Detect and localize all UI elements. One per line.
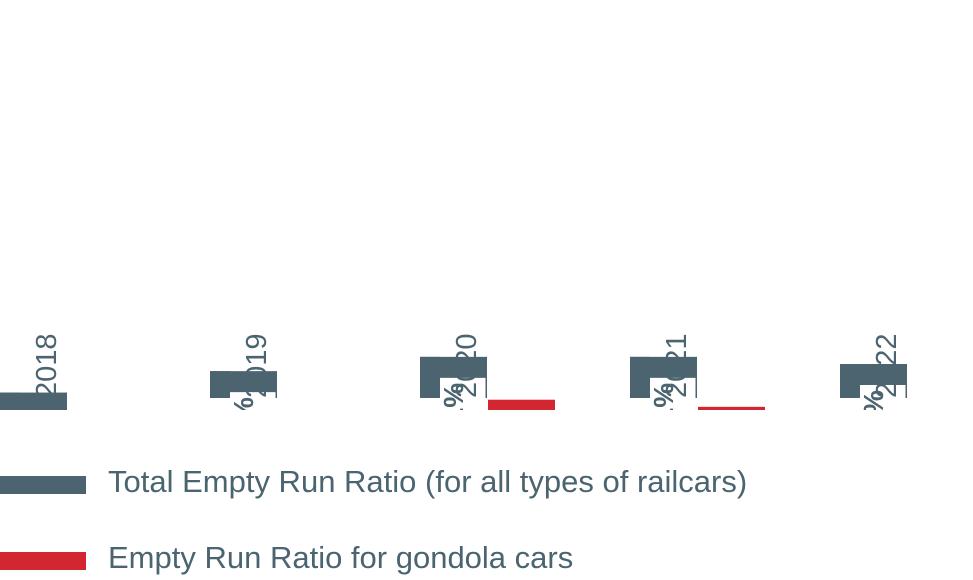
legend-item-gondola: Empty Run Ratio for gondola cars bbox=[0, 538, 900, 578]
category-label-2022: 2022 bbox=[871, 333, 903, 398]
legend-item-total: Total Empty Run Ratio (for all types of … bbox=[0, 462, 900, 502]
category-label-2019: 2019 bbox=[241, 333, 273, 398]
value-label-total-2020: 51% bbox=[438, 383, 469, 410]
legend-swatch-gondola bbox=[0, 552, 86, 570]
bar-total-2019 bbox=[210, 371, 277, 398]
category-label-2021: 2021 bbox=[661, 333, 693, 398]
bar-gondola-2021 bbox=[698, 406, 765, 410]
category-label-2018: 2018 bbox=[31, 333, 63, 398]
category-label-2020: 2020 bbox=[451, 333, 483, 398]
bar-total-2020 bbox=[420, 356, 487, 398]
value-label-total-2019: 49% bbox=[228, 397, 259, 410]
value-label-total-2022: 50% bbox=[858, 390, 889, 410]
value-label-total-2021: 51% bbox=[648, 383, 679, 410]
bar-chart: 46%38%201849%42%201951%45%202051%44%2021… bbox=[0, 333, 907, 410]
legend-swatch-total bbox=[0, 476, 86, 494]
bar-total-2018 bbox=[0, 392, 67, 410]
bar-gondola-2020 bbox=[488, 399, 555, 410]
bar-total-2021 bbox=[630, 356, 697, 398]
legend-label-total: Total Empty Run Ratio (for all types of … bbox=[108, 464, 748, 499]
bar-total-2022 bbox=[840, 364, 907, 398]
legend-label-gondola: Empty Run Ratio for gondola cars bbox=[108, 540, 574, 575]
